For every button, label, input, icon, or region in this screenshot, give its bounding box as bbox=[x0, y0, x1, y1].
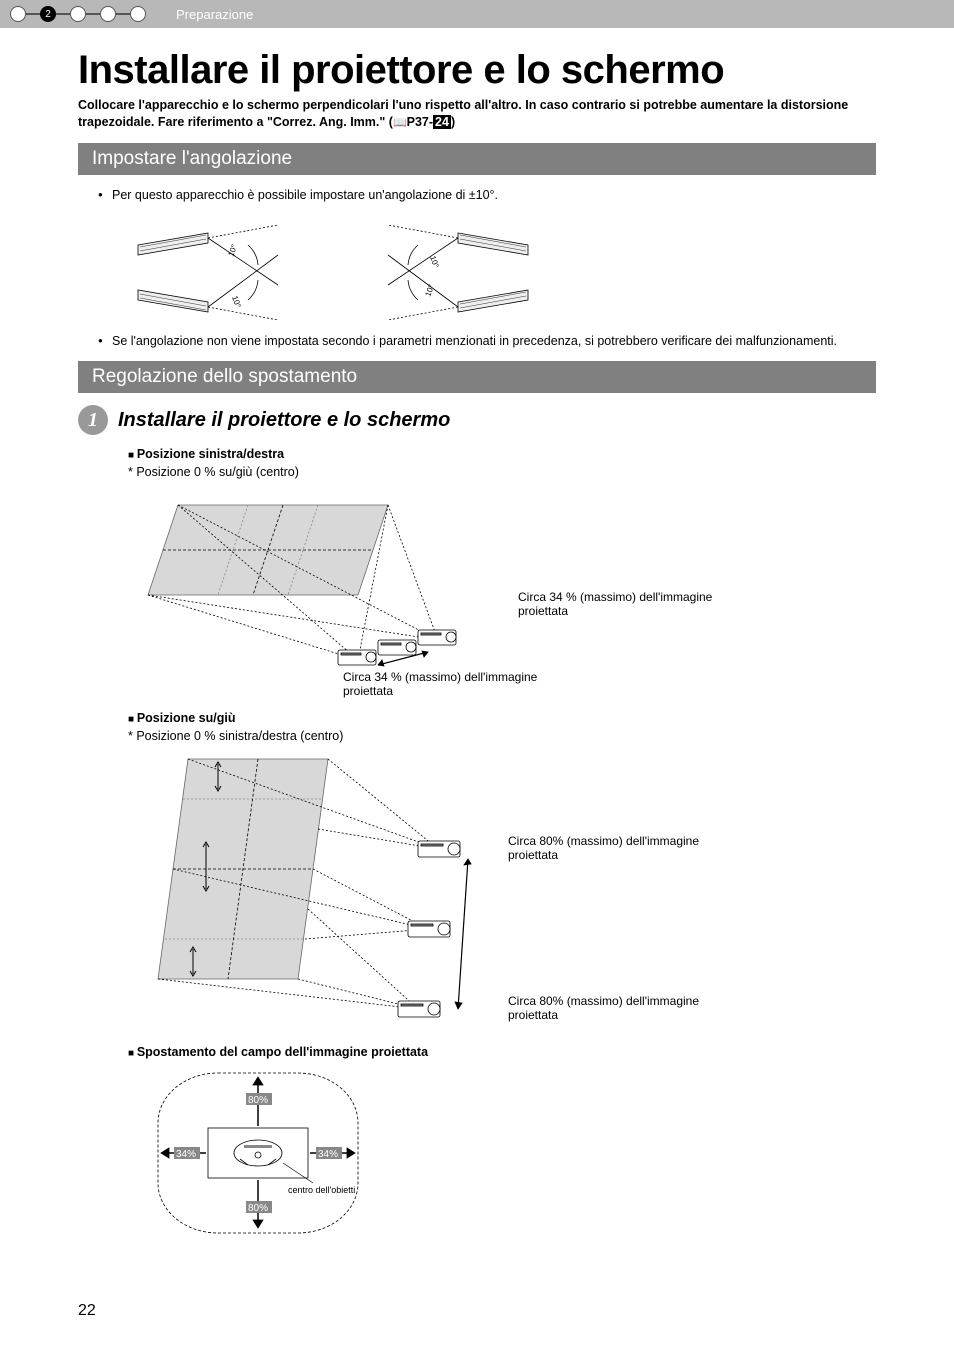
svg-text:10°: 10° bbox=[230, 295, 243, 309]
pct-right: 34% bbox=[318, 1149, 338, 1160]
caption-text: Circa 80% (massimo) dell'immagine proiet… bbox=[508, 834, 699, 862]
book-icon: 📖 bbox=[393, 116, 407, 131]
svg-text:10°: 10° bbox=[428, 255, 441, 269]
caption-lr-bottom: Circa 34 % (massimo) dell'immagine proie… bbox=[343, 670, 583, 698]
step-dot-4 bbox=[100, 6, 116, 22]
step-number: 1 bbox=[88, 409, 98, 432]
main-title: Installare il proiettore e lo schermo bbox=[78, 48, 876, 93]
page-number: 22 bbox=[78, 1302, 96, 1320]
step-row: 1 Installare il proiettore e lo schermo bbox=[78, 405, 876, 435]
diagram-shift-field: 80% 80% 34% 34% centro dell'obietti bbox=[128, 1063, 876, 1243]
angle-bullet-1: Per questo apparecchio è possibile impos… bbox=[98, 187, 876, 203]
center-label: centro dell'obietti bbox=[288, 1185, 355, 1195]
svg-text:10°: 10° bbox=[423, 283, 436, 297]
sub-heading-ud: Posizione su/giù bbox=[128, 711, 876, 725]
step-dot-1 bbox=[10, 6, 26, 22]
note-ud: * Posizione 0 % sinistra/destra (centro) bbox=[128, 729, 876, 743]
caption-ud-upper: Circa 80% (massimo) dell'immagine proiet… bbox=[508, 834, 728, 862]
section-header-angle: Impostare l'angolazione bbox=[78, 143, 876, 175]
step-dot-3 bbox=[70, 6, 86, 22]
step-connector bbox=[86, 13, 100, 15]
sub-heading-lr: Posizione sinistra/destra bbox=[128, 447, 876, 461]
step-dot-5 bbox=[130, 6, 146, 22]
pct-bottom: 80% bbox=[248, 1203, 268, 1214]
step-connector bbox=[116, 13, 130, 15]
subtitle: Collocare l'apparecchio e lo schermo per… bbox=[78, 97, 876, 131]
section-header-shift: Regolazione dello spostamento bbox=[78, 361, 876, 393]
step-connector bbox=[56, 13, 70, 15]
angle-bullet-2: Se l'angolazione non viene impostata sec… bbox=[98, 333, 876, 349]
angle-diagram: 10° 10° 10° 10° bbox=[108, 215, 876, 325]
caption-ud-lower: Circa 80% (massimo) dell'immagine proiet… bbox=[508, 994, 728, 1022]
diagram-ud: Circa 80% (massimo) dell'immagine proiet… bbox=[128, 749, 876, 1029]
step-number-circle: 1 bbox=[78, 405, 108, 435]
header-bar: 2 Preparazione bbox=[0, 0, 954, 28]
page-ref: P37- bbox=[407, 115, 433, 129]
step-indicator: 2 bbox=[10, 6, 146, 22]
diagram-lr: Circa 34 % (massimo) dell'immagine proie… bbox=[128, 485, 876, 695]
sub-heading-shift: Spostamento del campo dell'immagine proi… bbox=[128, 1045, 876, 1059]
note-lr: * Posizione 0 % su/giù (centro) bbox=[128, 465, 876, 479]
caption-lr-right: Circa 34 % (massimo) dell'immagine proie… bbox=[518, 590, 748, 618]
page-content: Installare il proiettore e lo schermo Co… bbox=[0, 28, 954, 1243]
caption-text: Circa 34 % (massimo) dell'immagine proie… bbox=[343, 670, 537, 698]
caption-text: Circa 80% (massimo) dell'immagine proiet… bbox=[508, 994, 699, 1022]
step-connector bbox=[26, 13, 40, 15]
subtitle-text: Collocare l'apparecchio e lo schermo per… bbox=[78, 98, 848, 129]
step-dot-2-active: 2 bbox=[40, 6, 56, 22]
pct-left: 34% bbox=[176, 1149, 196, 1160]
page-ref-box: 24 bbox=[433, 115, 451, 129]
breadcrumb: Preparazione bbox=[176, 7, 253, 22]
pct-top: 80% bbox=[248, 1095, 268, 1106]
svg-text:10°: 10° bbox=[226, 243, 239, 257]
step-title: Installare il proiettore e lo schermo bbox=[118, 409, 450, 432]
caption-text: Circa 34 % (massimo) dell'immagine proie… bbox=[518, 590, 712, 618]
subtitle-close: ) bbox=[451, 115, 455, 129]
